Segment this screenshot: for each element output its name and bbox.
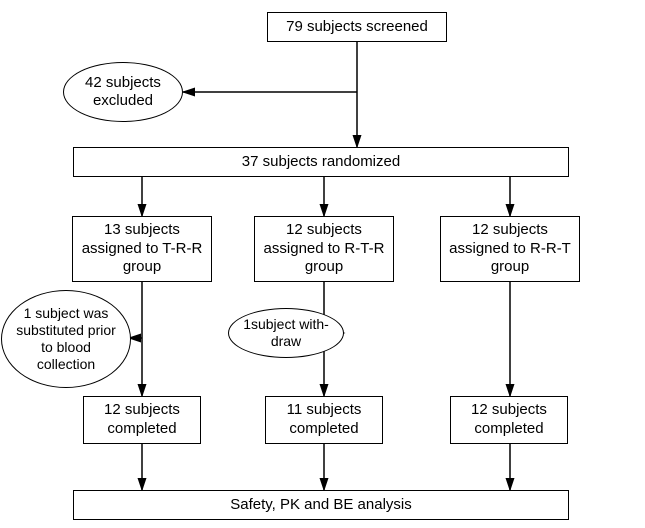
node-analysis: Safety, PK and BE analysis: [73, 490, 569, 520]
node-excluded-label: 42 subjects excluded: [74, 74, 172, 110]
node-completed-rtr-label: 11 subjects completed: [272, 401, 376, 439]
node-substitution-note: 1 subject was substituted prior to blood…: [1, 290, 131, 388]
node-group-rrt: 12 subjects assigned to R-R-T group: [440, 216, 580, 282]
node-withdraw-label: 1subject with- draw: [239, 316, 333, 350]
node-group-trr: 13 subjects assigned to T-R-R group: [72, 216, 212, 282]
node-completed-rtr: 11 subjects completed: [265, 396, 383, 444]
node-group-trr-label: 13 subjects assigned to T-R-R group: [79, 221, 205, 277]
node-randomized: 37 subjects randomized: [73, 147, 569, 177]
node-substitution-note-label: 1 subject was substituted prior to blood…: [12, 305, 120, 372]
node-screened-label: 79 subjects screened: [286, 18, 428, 37]
flowchart-canvas: 79 subjects screened 42 subjects exclude…: [0, 0, 645, 528]
node-randomized-label: 37 subjects randomized: [242, 153, 400, 172]
node-group-rtr-label: 12 subjects assigned to R-T-R group: [261, 221, 387, 277]
node-completed-trr: 12 subjects completed: [83, 396, 201, 444]
node-completed-trr-label: 12 subjects completed: [90, 401, 194, 439]
node-analysis-label: Safety, PK and BE analysis: [230, 496, 412, 515]
node-completed-rrt: 12 subjects completed: [450, 396, 568, 444]
node-screened: 79 subjects screened: [267, 12, 447, 42]
node-group-rrt-label: 12 subjects assigned to R-R-T group: [447, 221, 573, 277]
node-completed-rrt-label: 12 subjects completed: [457, 401, 561, 439]
node-excluded: 42 subjects excluded: [63, 62, 183, 122]
node-withdraw: 1subject with- draw: [228, 308, 344, 358]
node-group-rtr: 12 subjects assigned to R-T-R group: [254, 216, 394, 282]
